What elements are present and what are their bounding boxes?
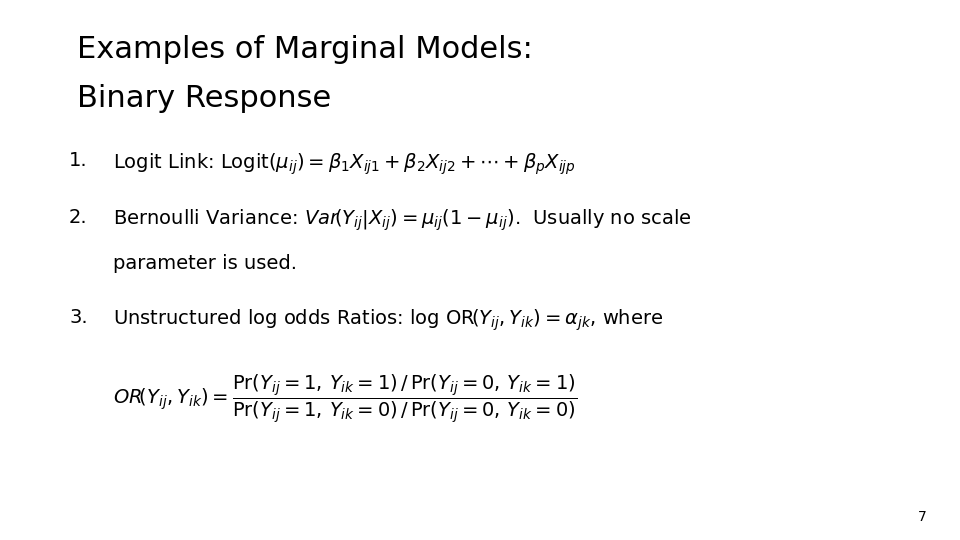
Text: 2.: 2. bbox=[69, 208, 87, 227]
Text: $\mathit{OR}\!\left(Y_{ij}, Y_{ik}\right) = \dfrac{\Pr(Y_{ij}=1,\,Y_{ik}=1)\,/\,: $\mathit{OR}\!\left(Y_{ij}, Y_{ik}\right… bbox=[113, 373, 577, 426]
Text: Binary Response: Binary Response bbox=[77, 84, 331, 113]
Text: Examples of Marginal Models:: Examples of Marginal Models: bbox=[77, 35, 533, 64]
Text: 3.: 3. bbox=[69, 308, 87, 327]
Text: 7: 7 bbox=[918, 510, 926, 524]
Text: Unstructured log odds Ratios: log OR$\!\left(Y_{ij}, Y_{ik}\right) = \alpha_{jk}: Unstructured log odds Ratios: log OR$\!\… bbox=[113, 308, 663, 333]
Text: Logit Link: $\mathrm{Logit}(\mu_{ij}) = \beta_1 X_{ij1} + \beta_2 X_{ij2} + \cdo: Logit Link: $\mathrm{Logit}(\mu_{ij}) = … bbox=[113, 151, 576, 177]
Text: parameter is used.: parameter is used. bbox=[113, 254, 298, 273]
Text: Bernoulli Variance: $\mathit{Var}\!\left(Y_{ij}\middle|X_{ij}\right) = \mu_{ij}(: Bernoulli Variance: $\mathit{Var}\!\left… bbox=[113, 208, 692, 233]
Text: 1.: 1. bbox=[69, 151, 87, 170]
